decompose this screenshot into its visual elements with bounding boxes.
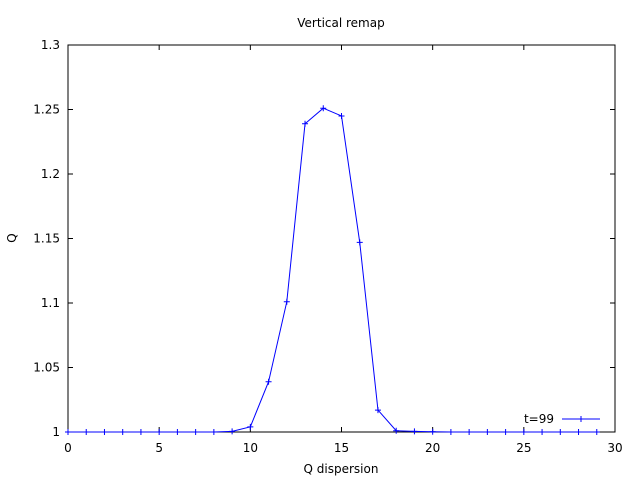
series-line bbox=[68, 107, 597, 433]
data-point bbox=[101, 429, 108, 435]
legend-label-t99: t=99 bbox=[524, 412, 554, 426]
data-point bbox=[539, 429, 546, 435]
x-tick-label: 20 bbox=[425, 441, 440, 455]
y-tick-label: 1 bbox=[52, 425, 60, 439]
data-point bbox=[411, 428, 418, 435]
plot-frame bbox=[67, 44, 616, 433]
y-tick-label: 1.3 bbox=[41, 38, 60, 52]
data-point bbox=[338, 112, 345, 119]
data-point bbox=[174, 429, 181, 435]
y-axis-label: Q bbox=[5, 233, 19, 242]
data-point bbox=[466, 429, 473, 435]
series-layer bbox=[65, 105, 600, 435]
data-point bbox=[320, 105, 327, 112]
x-tick-label: 5 bbox=[155, 441, 163, 455]
data-point bbox=[356, 239, 363, 246]
data-point bbox=[156, 429, 163, 435]
x-tick-label: 10 bbox=[243, 441, 258, 455]
data-point bbox=[83, 429, 90, 435]
legend-marker bbox=[578, 416, 584, 422]
data-point bbox=[65, 429, 71, 435]
data-point bbox=[265, 378, 272, 385]
data-point bbox=[210, 429, 217, 435]
data-point bbox=[374, 407, 381, 414]
data-point bbox=[283, 298, 290, 305]
y-tick-label: 1.1 bbox=[41, 296, 60, 310]
data-point bbox=[484, 429, 491, 435]
data-point bbox=[575, 429, 582, 435]
data-point bbox=[593, 429, 600, 435]
x-tick-label: 15 bbox=[334, 441, 349, 455]
data-point bbox=[192, 429, 199, 435]
y-tick-label: 1.2 bbox=[41, 167, 60, 181]
data-point bbox=[447, 429, 454, 435]
y-tick-label: 1.25 bbox=[33, 103, 60, 117]
x-tick-label: 25 bbox=[516, 441, 531, 455]
legend: t=99 bbox=[524, 412, 600, 426]
data-point bbox=[429, 428, 436, 435]
data-point bbox=[247, 423, 254, 430]
axis-ticks: 0 5 10 15 20 25 30 1 1.05 1.1 1.15 1.2 1.25 1.3 bbox=[33, 38, 622, 455]
data-point bbox=[520, 429, 527, 435]
x-tick-label: 30 bbox=[607, 441, 622, 455]
data-point bbox=[302, 120, 309, 127]
x-axis-label: Q dispersion bbox=[304, 462, 379, 476]
x-tick-label: 0 bbox=[64, 441, 72, 455]
y-tick-label: 1.05 bbox=[33, 361, 60, 375]
data-point bbox=[393, 427, 400, 434]
data-point bbox=[119, 429, 126, 435]
chart-title: Vertical remap bbox=[297, 16, 384, 30]
data-point bbox=[137, 429, 144, 435]
data-point bbox=[557, 429, 564, 435]
data-point bbox=[229, 428, 236, 435]
y-tick-label: 1.15 bbox=[33, 232, 60, 246]
data-point bbox=[502, 429, 509, 435]
